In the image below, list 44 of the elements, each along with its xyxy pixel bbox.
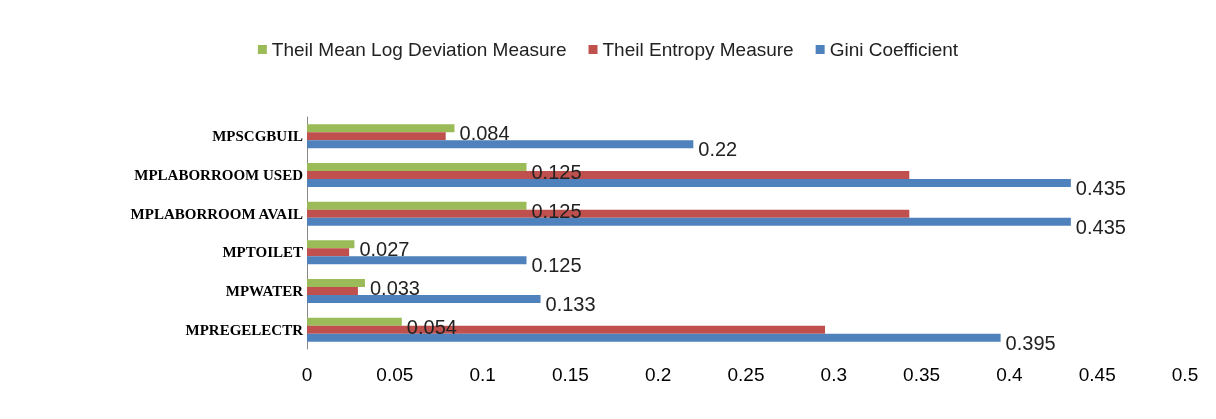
- legend-label: Theil Entropy Measure: [602, 39, 794, 60]
- bar: [307, 256, 527, 265]
- legend-label: Theil Mean Log Deviation Measure: [271, 39, 567, 60]
- legend-label: Gini Coefficient: [829, 39, 959, 60]
- x-tick-label: 0.3: [820, 364, 848, 385]
- data-label: 0.133: [545, 292, 596, 315]
- bar: [307, 179, 1071, 187]
- data-label: 0.435: [1075, 215, 1126, 238]
- data-label: 0.22: [698, 138, 738, 161]
- y-tick-label: MPREGELECTR: [185, 321, 304, 338]
- bar: [307, 317, 402, 326]
- data-label: 0.435: [1075, 176, 1126, 199]
- x-tick-label: 0.5: [1171, 364, 1199, 385]
- y-tick-label: MPLABORROOM AVAIL: [130, 205, 303, 222]
- x-tick-label: 0.45: [1078, 364, 1116, 385]
- data-label: 0.027: [359, 238, 410, 261]
- bar: [307, 295, 541, 303]
- y-tick-label: MPSCGBUIL: [212, 128, 303, 145]
- data-label: 0.395: [1005, 331, 1056, 354]
- y-tick-label: MPWATER: [225, 283, 304, 299]
- bar: [307, 201, 527, 210]
- y-tick-label: MPTOILET: [222, 244, 303, 261]
- data-label: 0.084: [459, 122, 510, 145]
- data-label: 0.125: [531, 254, 582, 277]
- bar: [307, 279, 365, 287]
- bar: [307, 132, 446, 141]
- x-tick-label: 0.4: [996, 364, 1024, 385]
- bar: [307, 140, 694, 149]
- bar: [307, 287, 358, 295]
- x-tick-label: 0.2: [644, 364, 672, 385]
- x-tick-label: 0.35: [903, 364, 941, 385]
- x-tick-label: 0.25: [727, 364, 765, 385]
- y-tick-label: MPLABORROOM USED: [134, 167, 304, 183]
- bar: [307, 333, 1001, 342]
- bar: [307, 217, 1071, 226]
- x-tick-label: 0.15: [551, 364, 589, 385]
- bar: [307, 124, 455, 133]
- bar: [307, 163, 527, 171]
- x-tick-label: 0.1: [469, 364, 496, 385]
- bar: [307, 248, 350, 257]
- x-tick-label: 0: [301, 364, 313, 385]
- x-tick-label: 0.05: [376, 364, 414, 385]
- bar: [307, 240, 355, 249]
- data-label: 0.033: [369, 277, 421, 300]
